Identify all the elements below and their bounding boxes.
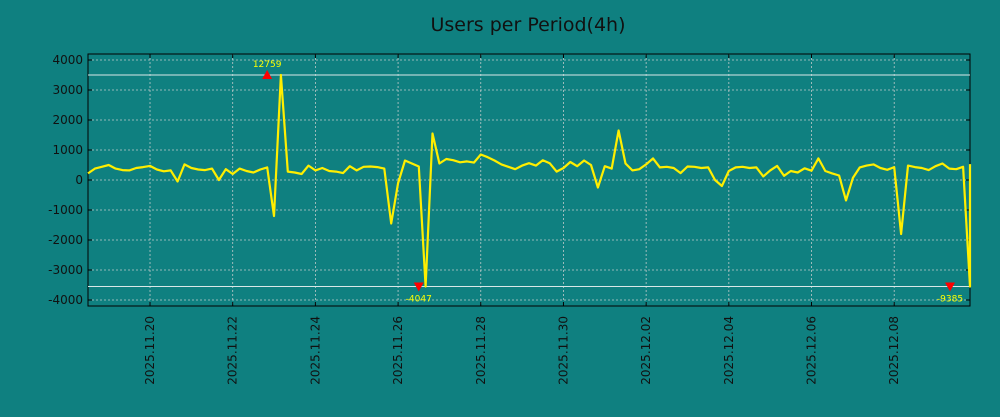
x-tick-label: 2025.11.22 xyxy=(226,316,240,385)
x-axis: 2025.11.20 2025.11.22 2025.11.24 2025.11.26… xyxy=(143,54,901,385)
y-tick-label: 4000 xyxy=(52,53,83,67)
y-tick-label: -3000 xyxy=(48,263,83,277)
y-tick-label: -4000 xyxy=(48,293,83,307)
y-tick-label: 0 xyxy=(75,173,83,187)
peak-marker xyxy=(945,282,955,292)
peak-label: -9385 xyxy=(937,295,963,305)
x-tick-label: 2025.12.08 xyxy=(887,316,901,385)
series-layer xyxy=(87,73,972,288)
y-tick-label: 3000 xyxy=(52,83,83,97)
y-tick-label: -2000 xyxy=(48,233,83,247)
x-tick-label: 2025.12.02 xyxy=(639,316,653,385)
clip-lines xyxy=(88,74,970,287)
x-tick-label: 2025.11.28 xyxy=(474,316,488,385)
peak-label: 12759 xyxy=(253,60,282,70)
y-axis: 4000 3000 2000 1000 0 -1000 -2000 -3000 -4000 xyxy=(48,53,970,307)
x-tick-label: 2025.11.30 xyxy=(556,316,570,385)
peak-marker xyxy=(262,70,273,79)
peak-marker xyxy=(413,282,424,292)
peak-annotations: 12759 -4047 -9385 xyxy=(253,60,963,305)
peak-label: -4047 xyxy=(406,295,432,305)
x-tick-label: 2025.11.20 xyxy=(143,316,157,385)
grid-lines xyxy=(88,54,970,306)
x-tick-label: 2025.12.04 xyxy=(722,316,736,385)
y-tick-label: -1000 xyxy=(48,203,83,217)
y-tick-label: 1000 xyxy=(52,143,83,157)
y-tick-label: 2000 xyxy=(52,113,83,127)
x-tick-label: 2025.11.24 xyxy=(308,316,322,385)
x-tick-label: 2025.11.26 xyxy=(391,316,405,385)
x-tick-label: 2025.12.06 xyxy=(805,316,819,385)
series-line xyxy=(87,73,972,288)
chart-title: Users per Period(4h) xyxy=(430,14,625,36)
